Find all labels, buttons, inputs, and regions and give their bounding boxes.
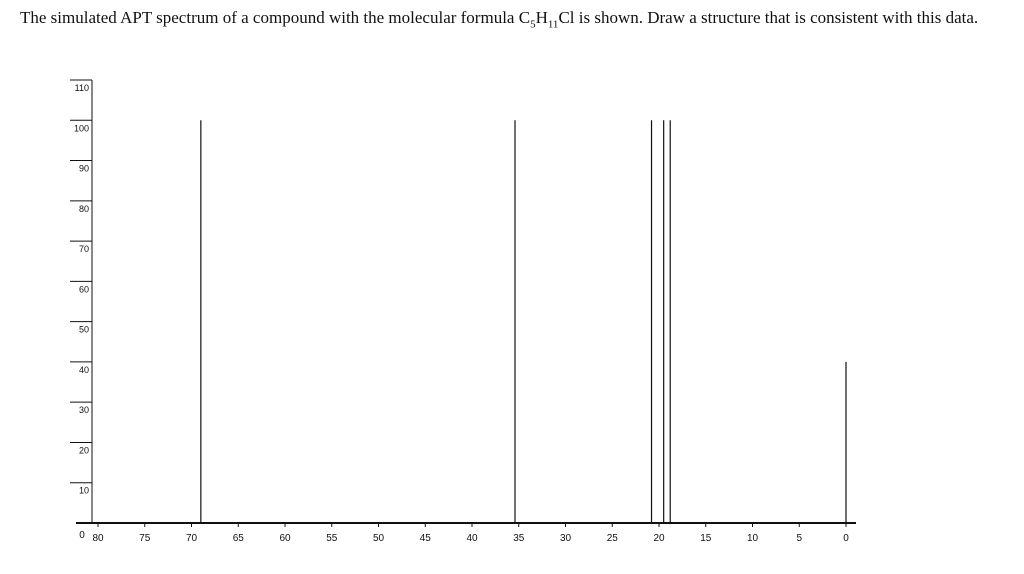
x-tick-label: 35 (513, 533, 525, 544)
x-tick-label: 70 (186, 533, 198, 544)
y-tick-label: 20 (79, 445, 89, 455)
x-tick-label: 45 (420, 533, 432, 544)
question-part-3: Cl is shown. Draw a structure that is co… (558, 8, 979, 27)
y-tick-label: 90 (79, 164, 89, 174)
peaks (200, 120, 847, 523)
y-tick-label: 10 (79, 486, 89, 496)
x-tick-label: 75 (139, 533, 151, 544)
x-tick-label: 40 (466, 533, 478, 544)
y-tick-label: 80 (79, 204, 89, 214)
question-subscript-h: 11 (547, 18, 559, 31)
x-axis: 80 75 70 65 60 55 50 45 40 35 30 25 20 15 10 5 0 (76, 522, 856, 544)
x-tick-label: 60 (279, 533, 291, 544)
y-tick-label: 70 (79, 244, 89, 254)
question-part-2: H (535, 8, 548, 27)
x-tick-label: 5 (796, 533, 802, 544)
x-tick-label: 55 (326, 533, 338, 544)
x-tick-label: 10 (747, 533, 759, 544)
question-text: The simulated APT spectrum of a compound… (20, 4, 1010, 32)
y-tick-label: 50 (79, 325, 89, 335)
x-tick-label: 80 (92, 533, 104, 544)
x-tick-label: 25 (607, 533, 619, 544)
y-tick-label: 110 (75, 83, 89, 93)
y-tick-label: 40 (79, 365, 89, 375)
y-axis: 0 10 20 30 40 50 60 70 80 90 100 110 (70, 79, 93, 541)
y-tick-label: 0 (79, 530, 85, 541)
question-part-1: The simulated APT spectrum of a compound… (20, 8, 531, 27)
question-subscript-c: 5 (530, 18, 536, 31)
y-tick-label: 30 (79, 405, 89, 415)
y-tick-label: 60 (79, 284, 89, 294)
x-tick-label: 20 (653, 533, 665, 544)
x-tick-label: 30 (560, 533, 572, 544)
x-tick-label: 15 (700, 533, 712, 544)
x-tick-label: 50 (373, 533, 385, 544)
x-tick-label: 65 (233, 533, 245, 544)
y-tick-label: 100 (74, 123, 89, 133)
x-tick-label: 0 (843, 533, 849, 544)
